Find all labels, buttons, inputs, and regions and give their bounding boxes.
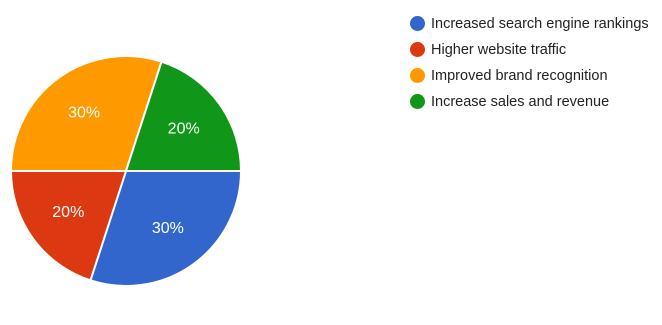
pie-slice-label-1: 20% xyxy=(52,204,84,221)
legend-label: Increase sales and revenue xyxy=(431,93,610,110)
pie-slices xyxy=(9,55,243,287)
legend-item-sales-revenue[interactable]: Increase sales and revenue xyxy=(410,89,649,114)
legend-swatch-circle-icon xyxy=(410,94,425,109)
pie-slice-label-0: 30% xyxy=(152,220,184,237)
pie-slice-label-3: 20% xyxy=(168,120,200,137)
legend-item-website-traffic[interactable]: Higher website traffic xyxy=(410,37,649,62)
pie-slice-2[interactable] xyxy=(9,55,163,172)
legend-label: Higher website traffic xyxy=(431,41,567,58)
legend-label: Increased search engine rankings xyxy=(431,15,649,32)
pie-slice-0[interactable] xyxy=(89,170,243,287)
pie-slice-labels: 30% 20% 30% 20% xyxy=(52,105,199,237)
legend-label: Improved brand recognition xyxy=(431,67,608,84)
pie-slice-label-2: 30% xyxy=(68,105,100,122)
legend-swatch-circle-icon xyxy=(410,42,425,57)
legend-item-brand-recognition[interactable]: Improved brand recognition xyxy=(410,63,649,88)
pie-slice-3[interactable] xyxy=(124,60,243,172)
pie-slice-1[interactable] xyxy=(9,170,128,282)
chart-legend: Increased search engine rankings Higher … xyxy=(410,11,649,115)
legend-swatch-circle-icon xyxy=(410,68,425,83)
legend-swatch-circle-icon xyxy=(410,16,425,31)
legend-item-search-rankings[interactable]: Increased search engine rankings xyxy=(410,11,649,36)
